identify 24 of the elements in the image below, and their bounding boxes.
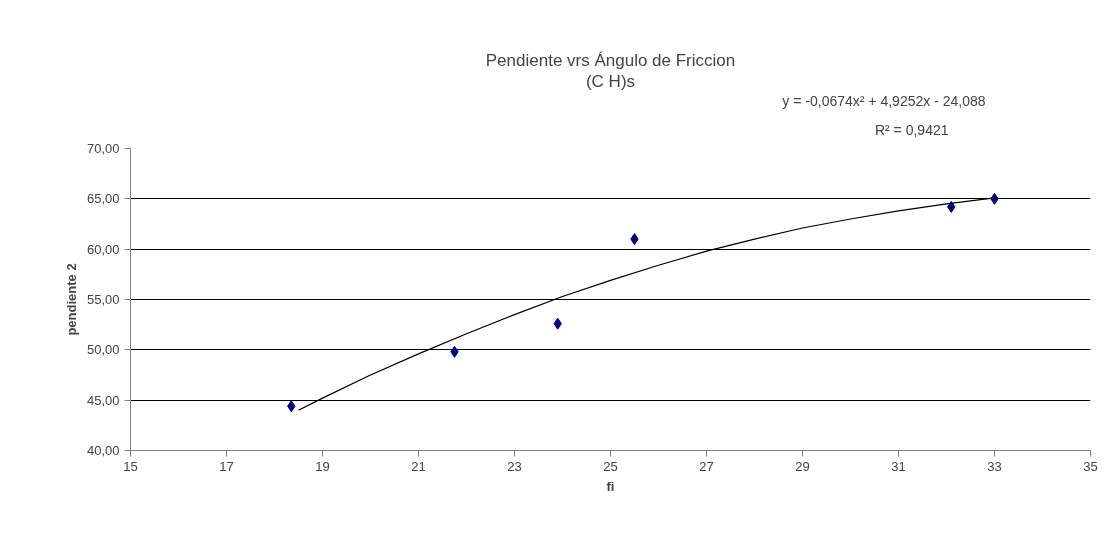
x-tick-label: 27 <box>699 458 714 474</box>
y-tick-label: 60,00 <box>86 241 120 257</box>
x-tick-label: 23 <box>507 458 522 474</box>
y-axis-title: pendiente 2 <box>63 263 79 336</box>
text: y = -0,0674x² + 4,9252x - 24,088 <box>782 92 986 109</box>
x-tick-label: 19 <box>315 458 330 474</box>
x-tick-label: 29 <box>795 458 810 474</box>
x-tick-label: 17 <box>219 458 234 474</box>
x-tick-label: 15 <box>123 458 138 474</box>
chart-subtitle: (C H)s <box>585 71 636 91</box>
y-tick-label: 50,00 <box>86 342 120 358</box>
x-axis-title: fi <box>606 478 615 494</box>
x-tick-label: 33 <box>987 458 1002 474</box>
x-tick-label: 35 <box>1083 458 1098 474</box>
x-tick-label: 21 <box>411 458 426 474</box>
y-tick-label: 45,00 <box>86 392 120 408</box>
x-tick-label: 25 <box>603 458 618 474</box>
chart-title: Pendiente vrs Ángulo de Friccion <box>485 50 736 70</box>
y-tick-label: 70,00 <box>86 141 120 156</box>
y-tick-label: 55,00 <box>86 292 120 307</box>
y-tick-label: 40,00 <box>86 443 120 458</box>
text: R² = 0,9421 <box>874 121 949 138</box>
x-tick-label: 31 <box>891 458 906 474</box>
y-tick-label: 65,00 <box>86 191 120 207</box>
